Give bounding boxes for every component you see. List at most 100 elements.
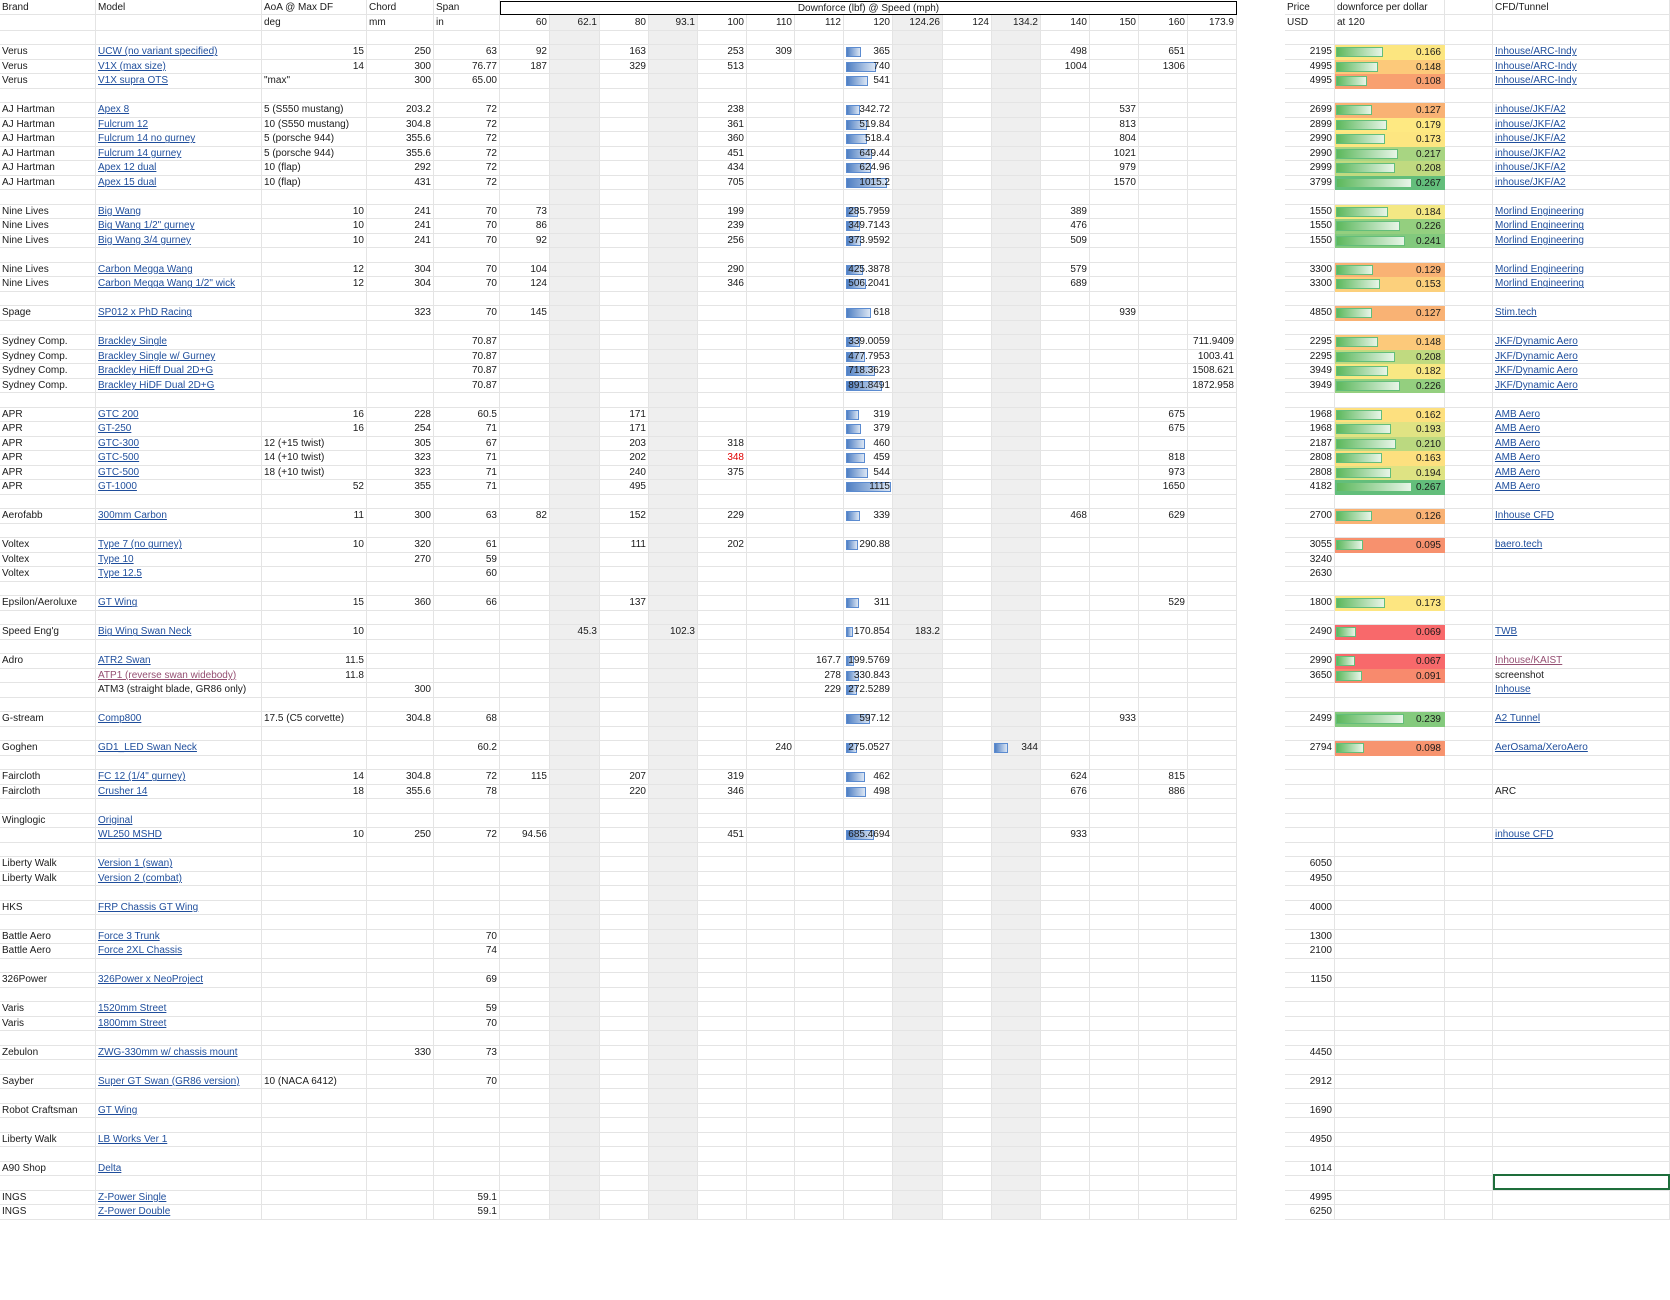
- speed-cell-124.26[interactable]: [893, 378, 943, 394]
- gap-cell[interactable]: [1445, 1045, 1493, 1061]
- speed-cell-140[interactable]: 689: [1041, 277, 1090, 292]
- speed-cell-124[interactable]: [943, 929, 992, 945]
- speed-cell-150[interactable]: [1090, 552, 1139, 568]
- speed-cell-124[interactable]: [943, 712, 992, 727]
- span-cell[interactable]: 68: [434, 712, 500, 727]
- model-cell[interactable]: [96, 610, 262, 626]
- speed-cell-150[interactable]: [1090, 480, 1139, 495]
- chord-cell[interactable]: 203.2: [367, 103, 434, 118]
- dpd-cell[interactable]: [1335, 30, 1445, 46]
- speed-cell-140[interactable]: [1041, 103, 1090, 118]
- speed-cell-120[interactable]: [844, 886, 893, 901]
- speed-cell-160[interactable]: [1139, 306, 1188, 321]
- speed-cell-140[interactable]: [1041, 146, 1090, 162]
- speed-cell-120[interactable]: 477.7953: [844, 349, 893, 365]
- speed-cell-124[interactable]: [943, 204, 992, 220]
- speed-cell-160[interactable]: [1139, 973, 1188, 988]
- brand-cell[interactable]: Faircloth: [0, 770, 96, 785]
- speed-cell-134.2[interactable]: [992, 1205, 1041, 1220]
- price-cell[interactable]: [1285, 1060, 1335, 1075]
- speed-cell-60[interactable]: [500, 30, 550, 46]
- model-cell-text[interactable]: ATR2 Swan: [98, 655, 151, 667]
- speed-cell-124[interactable]: [943, 1132, 992, 1148]
- model-cell[interactable]: [96, 248, 262, 263]
- chord-cell[interactable]: [367, 973, 434, 988]
- chord-cell[interactable]: 304.8: [367, 117, 434, 133]
- speed-cell-60[interactable]: [500, 465, 550, 481]
- speed-cell-110[interactable]: [747, 320, 795, 336]
- dpd-cell[interactable]: [1335, 1074, 1445, 1090]
- speed-cell-124.26[interactable]: [893, 1060, 943, 1075]
- price-cell[interactable]: 2187: [1285, 436, 1335, 452]
- speed-cell-160[interactable]: [1139, 610, 1188, 626]
- speed-cell-120[interactable]: [844, 88, 893, 104]
- speed-cell-124.26[interactable]: [893, 610, 943, 626]
- speed-cell-80[interactable]: [600, 364, 649, 379]
- speed-cell-124[interactable]: [943, 494, 992, 510]
- speed-cell-173.9[interactable]: [1188, 697, 1237, 713]
- span-cell[interactable]: 70: [434, 233, 500, 249]
- speed-cell-110[interactable]: [747, 88, 795, 104]
- brand-cell[interactable]: Sydney Comp.: [0, 349, 96, 365]
- speed-cell-120[interactable]: [844, 1103, 893, 1119]
- cfd-cell[interactable]: [1493, 248, 1670, 263]
- chord-cell[interactable]: [367, 625, 434, 640]
- model-cell-text[interactable]: 1800mm Street: [98, 1017, 167, 1029]
- speed-cell-112[interactable]: [795, 886, 844, 901]
- price-cell[interactable]: 2808: [1285, 451, 1335, 466]
- speed-cell-112[interactable]: [795, 741, 844, 756]
- dpd-cell[interactable]: 0.208: [1335, 161, 1445, 176]
- speed-cell-110[interactable]: [747, 683, 795, 698]
- speed-cell-140[interactable]: [1041, 1176, 1090, 1191]
- span-cell[interactable]: 71: [434, 451, 500, 466]
- speed-cell-173.9[interactable]: [1188, 45, 1237, 60]
- price-cell[interactable]: 4995: [1285, 1190, 1335, 1206]
- speed-cell-80[interactable]: [600, 639, 649, 655]
- brand-cell[interactable]: Epsilon/Aeroluxe: [0, 596, 96, 611]
- gap-cell[interactable]: [1445, 175, 1493, 191]
- speed-cell-150[interactable]: [1090, 755, 1139, 771]
- model-cell[interactable]: GT-1000: [96, 480, 262, 495]
- speed-cell-62.1[interactable]: [550, 1118, 600, 1133]
- chord-cell[interactable]: [367, 755, 434, 771]
- aoa-cell[interactable]: [262, 567, 367, 582]
- brand-cell[interactable]: Nine Lives: [0, 204, 96, 220]
- speed-cell-60[interactable]: [500, 74, 550, 89]
- price-cell[interactable]: [1285, 1089, 1335, 1104]
- speed-cell-160[interactable]: [1139, 1045, 1188, 1061]
- cfd-cell[interactable]: [1493, 857, 1670, 872]
- speed-cell-160[interactable]: [1139, 378, 1188, 394]
- chord-cell[interactable]: [367, 842, 434, 858]
- speed-cell-120[interactable]: 506.2041: [844, 277, 893, 292]
- speed-cell-160[interactable]: [1139, 74, 1188, 89]
- speed-cell-124.26[interactable]: [893, 1190, 943, 1206]
- dpd-cell[interactable]: 0.069: [1335, 625, 1445, 640]
- dpd-cell[interactable]: [1335, 1161, 1445, 1177]
- aoa-cell[interactable]: [262, 1161, 367, 1177]
- brand-cell[interactable]: Goghen: [0, 741, 96, 756]
- speed-cell-80[interactable]: 203: [600, 436, 649, 452]
- speed-cell-60[interactable]: [500, 654, 550, 669]
- speed-cell-173.9[interactable]: [1188, 1103, 1237, 1119]
- speed-cell-124.26[interactable]: [893, 45, 943, 60]
- speed-cell-110[interactable]: [747, 871, 795, 887]
- speed-cell-124.26[interactable]: [893, 190, 943, 205]
- speed-cell-112[interactable]: [795, 697, 844, 713]
- cfd-cell[interactable]: AerOsama/XeroAero: [1493, 741, 1670, 756]
- speed-cell-120[interactable]: [844, 393, 893, 408]
- speed-cell-120[interactable]: 425.3878: [844, 262, 893, 278]
- speed-cell-62.1[interactable]: [550, 712, 600, 727]
- speed-cell-134.2[interactable]: [992, 1089, 1041, 1104]
- speed-cell-62.1[interactable]: [550, 842, 600, 858]
- aoa-cell[interactable]: 5 (porsche 944): [262, 146, 367, 162]
- speed-cell-62.1[interactable]: [550, 668, 600, 684]
- chord-cell[interactable]: 304.8: [367, 770, 434, 785]
- model-cell-text[interactable]: Carbon Megga Wang: [98, 263, 193, 275]
- speed-cell-140[interactable]: [1041, 248, 1090, 263]
- speed-cell-93.1[interactable]: 102.3: [649, 625, 698, 640]
- speed-cell-124[interactable]: [943, 291, 992, 307]
- speed-cell-110[interactable]: [747, 1161, 795, 1177]
- model-cell-text[interactable]: Brackley Single w/ Gurney: [98, 350, 216, 362]
- speed-cell-173.9[interactable]: [1188, 248, 1237, 263]
- aoa-cell[interactable]: [262, 726, 367, 742]
